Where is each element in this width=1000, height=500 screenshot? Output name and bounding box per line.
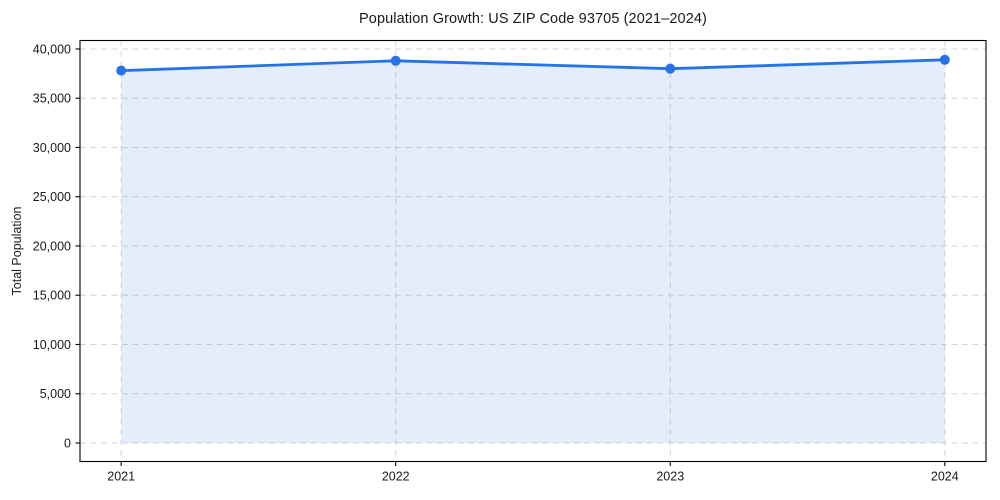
y-axis-label: Total Population	[10, 206, 24, 296]
y-tick-label: 30,000	[33, 141, 71, 155]
x-tick-label: 2023	[656, 470, 684, 484]
x-tick-label: 2024	[931, 470, 959, 484]
x-tick-label: 2021	[107, 470, 135, 484]
data-point-2023	[665, 63, 676, 74]
data-point-2024	[939, 54, 950, 65]
y-tick-label: 35,000	[33, 92, 71, 106]
x-tick-label: 2022	[382, 470, 410, 484]
y-tick-label: 40,000	[33, 42, 71, 56]
y-tick-label: 10,000	[33, 338, 71, 352]
data-point-2022	[390, 55, 401, 66]
y-tick-label: 20,000	[33, 239, 71, 253]
chart-title: Population Growth: US ZIP Code 93705 (20…	[359, 11, 707, 27]
plot-border	[79, 39, 987, 463]
trend-line	[121, 58, 945, 73]
y-tick-label: 15,000	[33, 289, 71, 303]
y-tick-label: 5,000	[40, 387, 71, 401]
area-fill	[121, 59, 945, 444]
y-tick-label: 25,000	[33, 190, 71, 204]
y-tick-label: 0	[64, 436, 71, 450]
data-point-2021	[116, 65, 127, 76]
